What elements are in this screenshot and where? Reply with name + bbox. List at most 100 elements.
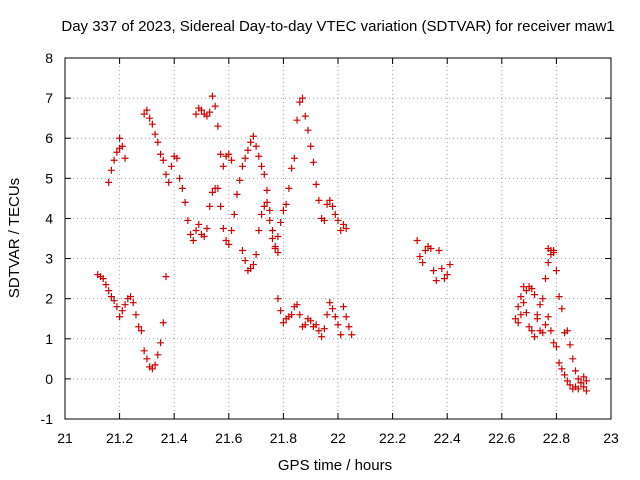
data-point-marker [200, 232, 208, 240]
y-tick-label: 0 [45, 371, 53, 387]
x-tick-label: 22 [330, 430, 346, 446]
data-point-marker [135, 323, 143, 331]
data-point-marker [159, 156, 167, 164]
data-point-marker [252, 251, 260, 259]
data-point-marker [572, 367, 580, 375]
data-point-marker [260, 170, 268, 178]
data-point-marker [268, 235, 276, 242]
x-tick-label: 22.8 [543, 430, 570, 446]
data-point-marker [514, 303, 522, 311]
y-tick-label: -1 [41, 411, 54, 427]
x-tick-label: 21.8 [270, 430, 297, 446]
data-point-marker [211, 102, 219, 110]
data-point-marker [323, 200, 331, 208]
data-point-marker [574, 385, 582, 393]
data-point-marker [320, 325, 328, 333]
data-point-marker [580, 373, 588, 381]
data-point-marker [249, 132, 257, 140]
data-point-marker [121, 154, 129, 162]
data-point-marker [192, 226, 200, 234]
data-point-marker [110, 297, 118, 305]
data-point-marker [446, 261, 454, 269]
data-point-marker [525, 323, 533, 331]
y-tick-label: 8 [45, 50, 53, 66]
data-point-marker [181, 198, 189, 206]
data-point-marker [312, 321, 320, 329]
data-point-marker [520, 283, 528, 291]
data-point-marker [252, 142, 260, 150]
data-point-marker [299, 94, 307, 102]
data-points [94, 92, 590, 395]
data-point-marker [312, 180, 320, 188]
data-point-marker [274, 295, 282, 303]
data-point-marker [531, 291, 539, 299]
data-point-marker [290, 154, 298, 162]
data-point-marker [129, 299, 137, 307]
data-point-marker [268, 226, 276, 234]
data-point-marker [339, 220, 347, 228]
data-point-marker [339, 303, 347, 311]
data-point-marker [266, 206, 274, 214]
data-point-marker [238, 162, 246, 170]
y-tick-label: 4 [45, 210, 53, 226]
data-point-marker [277, 307, 285, 315]
data-point-marker [192, 110, 200, 118]
data-point-marker [438, 265, 446, 273]
data-point-marker [146, 114, 154, 122]
data-point-marker [533, 315, 541, 323]
data-point-marker [198, 106, 205, 114]
data-point-marker [522, 309, 530, 317]
data-point-marker [140, 347, 148, 355]
data-point-marker [157, 339, 165, 347]
data-point-marker [203, 224, 211, 232]
data-point-marker [550, 247, 558, 255]
data-point-marker [143, 355, 151, 363]
data-point-marker [293, 116, 301, 124]
data-point-marker [296, 311, 304, 319]
data-point-marker [148, 365, 156, 373]
data-point-marker [219, 162, 227, 170]
data-point-marker [555, 293, 563, 301]
data-point-marker [162, 170, 170, 178]
data-point-marker [550, 339, 558, 347]
data-point-marker [105, 178, 113, 186]
x-tick-label: 21 [57, 430, 73, 446]
data-point-marker [334, 321, 342, 329]
data-point-marker [228, 156, 236, 164]
data-point-marker [107, 166, 115, 174]
y-tick-label: 2 [45, 291, 53, 307]
data-point-marker [443, 271, 451, 279]
data-point-marker [176, 174, 184, 182]
data-point-marker [577, 379, 585, 387]
data-point-marker [279, 319, 287, 327]
data-point-marker [105, 287, 113, 295]
data-point-marker [296, 98, 304, 106]
x-tick-label: 23 [603, 430, 619, 446]
data-point-marker [173, 154, 181, 162]
data-point-marker [561, 371, 569, 379]
data-point-marker [208, 92, 216, 100]
data-point-marker [274, 249, 282, 257]
data-point-marker [541, 321, 549, 329]
data-point-marker [522, 287, 530, 295]
data-point-marker [203, 112, 211, 120]
data-point-marker [247, 138, 255, 146]
data-point-marker [544, 259, 552, 267]
grid-lines [65, 58, 611, 419]
data-point-marker [102, 281, 110, 289]
data-point-marker [236, 176, 244, 184]
data-point-marker [520, 299, 528, 307]
data-point-marker [277, 218, 285, 226]
data-point-marker [127, 293, 135, 301]
data-point-marker [214, 184, 222, 192]
data-point-marker [162, 273, 170, 281]
data-point-marker [334, 216, 342, 224]
data-point-marker [329, 305, 337, 313]
data-point-marker [345, 323, 353, 331]
data-point-marker [432, 277, 440, 285]
axis-ticks: 21 21.2 21.4 21.6 21.8 22 22.2 22.4 22.6 22.8 23-1… [41, 50, 619, 446]
data-point-marker [132, 311, 140, 319]
data-point-marker [288, 164, 296, 172]
data-point-marker [331, 210, 339, 218]
data-point-marker [563, 377, 571, 385]
